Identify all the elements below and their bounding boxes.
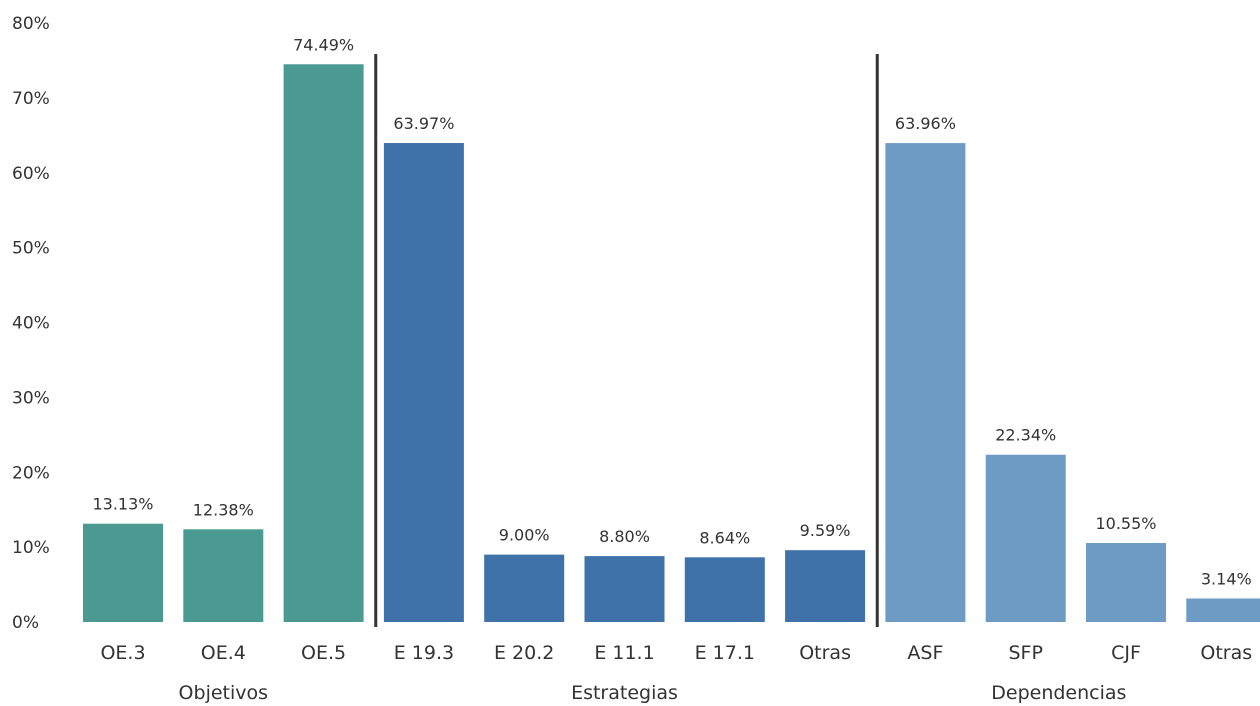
bar-estrategias-0 xyxy=(384,143,464,622)
bar-dependencias-3 xyxy=(1186,598,1260,622)
bar-value-label: 8.80% xyxy=(599,527,650,546)
y-tick-label: 10% xyxy=(12,538,50,558)
y-tick-label: 20% xyxy=(12,463,50,483)
bar-value-label: 74.49% xyxy=(293,35,354,54)
x-category-label: E 11.1 xyxy=(594,642,654,664)
bar-value-label: 12.38% xyxy=(193,500,254,519)
y-tick-label: 30% xyxy=(12,388,50,408)
bar-value-label: 13.13% xyxy=(92,495,153,514)
bar-estrategias-4 xyxy=(785,550,865,622)
bar-dependencias-2 xyxy=(1086,543,1166,622)
x-category-label: Otras xyxy=(1200,642,1252,664)
x-category-label: SFP xyxy=(1008,642,1042,664)
bar-value-label: 10.55% xyxy=(1095,514,1156,533)
x-category-label: CJF xyxy=(1111,642,1141,664)
bar-value-label: 63.96% xyxy=(895,114,956,133)
y-tick-label: 60% xyxy=(12,164,50,184)
bar-dependencias-1 xyxy=(986,455,1066,622)
x-category-label: E 20.2 xyxy=(494,642,554,664)
bar-estrategias-2 xyxy=(585,556,665,622)
x-category-label: Otras xyxy=(799,642,851,664)
y-tick-label: 80% xyxy=(12,14,50,34)
y-tick-label: 0% xyxy=(12,613,39,633)
x-category-label: ASF xyxy=(907,642,943,664)
x-category-label: E 17.1 xyxy=(695,642,755,664)
bar-value-label: 9.00% xyxy=(499,526,550,545)
y-tick-label: 40% xyxy=(12,314,50,334)
bar-value-label: 3.14% xyxy=(1201,569,1252,588)
bar-value-label: 22.34% xyxy=(995,426,1056,445)
y-tick-label: 50% xyxy=(12,239,50,259)
bar-estrategias-1 xyxy=(484,555,564,622)
bar-value-label: 9.59% xyxy=(800,521,851,540)
bar-objetivos-0 xyxy=(83,524,163,622)
x-category-label: E 19.3 xyxy=(394,642,454,664)
x-category-label: OE.5 xyxy=(301,642,346,664)
bar-objetivos-2 xyxy=(284,64,364,622)
y-tick-label: 70% xyxy=(12,89,50,109)
x-category-label: OE.4 xyxy=(201,642,246,664)
group-label: Dependencias xyxy=(991,682,1126,704)
bar-value-label: 63.97% xyxy=(393,114,454,133)
bar-dependencias-0 xyxy=(885,143,965,622)
bar-estrategias-3 xyxy=(685,557,765,622)
group-label: Objetivos xyxy=(179,682,268,704)
bar-value-label: 8.64% xyxy=(699,528,750,547)
bar-objetivos-1 xyxy=(183,529,263,622)
group-label: Estrategias xyxy=(571,682,678,704)
x-category-label: OE.3 xyxy=(100,642,145,664)
